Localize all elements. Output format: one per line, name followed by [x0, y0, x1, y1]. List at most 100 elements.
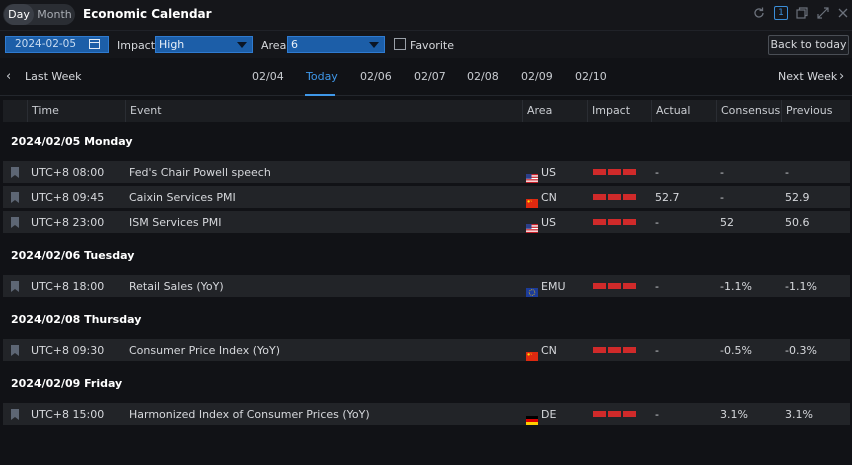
event-actual: -: [655, 408, 659, 421]
table-row[interactable]: UTC+8 09:30 Consumer Price Index (YoY) CN -…: [3, 339, 850, 362]
event-consensus: -0.5%: [720, 344, 752, 357]
area-select-value: 6: [291, 38, 298, 51]
impact-bar: [608, 219, 621, 225]
impact-bar: [623, 219, 636, 225]
date-group-title: 2024/02/09 Friday: [11, 377, 123, 390]
chevron-left-icon[interactable]: ‹: [6, 69, 12, 84]
filter-bar: 2024-02-05 Impact High Area 6 Favorite B…: [0, 30, 852, 58]
last-week-button[interactable]: Last Week: [25, 70, 82, 83]
table-row[interactable]: UTC+8 15:00 Harmonized Index of Consumer …: [3, 403, 850, 426]
day-view-button[interactable]: Day: [4, 4, 34, 25]
day-tab-0210[interactable]: 02/10: [575, 70, 607, 83]
area-code: EMU: [541, 280, 566, 293]
impact-bar: [608, 347, 621, 353]
area-code: US: [541, 216, 557, 229]
chevron-down-icon: [237, 42, 247, 48]
chevron-right-icon[interactable]: ›: [839, 69, 845, 84]
day-tab-0206[interactable]: 02/06: [360, 70, 392, 83]
area-label: Area: [261, 39, 287, 52]
event-area: US: [522, 161, 587, 184]
event-previous: -1.1%: [785, 280, 817, 293]
impact-select-value: High: [159, 38, 185, 51]
chevron-down-icon: [369, 42, 379, 48]
favorite-label: Favorite: [410, 39, 454, 52]
expand-icon[interactable]: [816, 6, 830, 20]
impact-bar: [593, 194, 606, 200]
table-row[interactable]: UTC+8 09:45 Caixin Services PMI CN 52.7 - 52.…: [3, 186, 850, 209]
event-actual: 52.7: [655, 191, 680, 204]
event-area: US: [522, 211, 587, 234]
event-time: UTC+8 23:00: [31, 216, 105, 229]
event-consensus: 3.1%: [720, 408, 748, 421]
bookmark-icon[interactable]: [11, 409, 19, 420]
bookmark-icon[interactable]: [11, 192, 19, 203]
area-code: CN: [541, 191, 557, 204]
flag-emu-icon: [526, 282, 538, 297]
impact-indicator: [587, 339, 651, 362]
app-title: Economic Calendar: [83, 7, 212, 21]
table-row[interactable]: UTC+8 08:00 Fed's Chair Powell speech US - -…: [3, 161, 850, 184]
area-select[interactable]: 6: [287, 36, 385, 53]
event-time: UTC+8 15:00: [31, 408, 105, 421]
event-consensus: -1.1%: [720, 280, 752, 293]
bookmark-icon[interactable]: [11, 217, 19, 228]
impact-indicator: [587, 403, 651, 426]
event-time: UTC+8 08:00: [31, 166, 105, 179]
bookmark-icon[interactable]: [11, 167, 19, 178]
date-picker-input[interactable]: 2024-02-05: [5, 36, 109, 53]
date-group-title: 2024/02/08 Thursday: [11, 313, 142, 326]
flag-de-icon: [526, 410, 538, 425]
day-tab-today[interactable]: Today: [306, 70, 338, 83]
day-tab-0207[interactable]: 02/07: [414, 70, 446, 83]
close-icon[interactable]: [836, 6, 850, 20]
header-bookmark-col: [3, 100, 27, 122]
flag-us-icon: [526, 168, 538, 183]
impact-bar: [623, 411, 636, 417]
header-previous: Previous: [781, 100, 850, 122]
date-group-header: 2024/02/09 Friday: [3, 364, 850, 403]
event-name: Fed's Chair Powell speech: [129, 166, 271, 179]
impact-bar: [623, 194, 636, 200]
event-name: Retail Sales (YoY): [129, 280, 224, 293]
event-consensus: -: [720, 191, 724, 204]
impact-bar: [623, 283, 636, 289]
impact-indicator: [587, 161, 651, 184]
day-tab-0208[interactable]: 02/08: [467, 70, 499, 83]
header-time: Time: [27, 100, 125, 122]
flag-cn-icon: [526, 193, 538, 208]
event-name: ISM Services PMI: [129, 216, 222, 229]
restore-icon[interactable]: [795, 6, 809, 20]
event-previous: -: [785, 166, 789, 179]
back-to-today-button[interactable]: Back to today: [768, 35, 849, 55]
event-actual: -: [655, 280, 659, 293]
day-tab-0209[interactable]: 02/09: [521, 70, 553, 83]
refresh-icon[interactable]: [752, 6, 766, 20]
date-group-header: 2024/02/06 Tuesday: [3, 236, 850, 275]
window-badge-icon[interactable]: 1: [774, 6, 788, 20]
event-actual: -: [655, 344, 659, 357]
table-header: Time Event Area Impact Actual Consensus …: [3, 100, 850, 122]
month-view-button[interactable]: Month: [37, 8, 72, 21]
impact-label: Impact: [117, 39, 156, 52]
calendar-icon[interactable]: [89, 39, 100, 49]
event-actual: -: [655, 216, 659, 229]
impact-select[interactable]: High: [155, 36, 253, 53]
day-tab-0204[interactable]: 02/04: [252, 70, 284, 83]
impact-indicator: [587, 211, 651, 234]
header-impact: Impact: [587, 100, 651, 122]
table-row[interactable]: UTC+8 18:00 Retail Sales (YoY) EMU - -1.1% -1…: [3, 275, 850, 298]
header-actual: Actual: [651, 100, 716, 122]
header-event: Event: [125, 100, 522, 122]
table-row[interactable]: UTC+8 23:00 ISM Services PMI US - 52 50.6: [3, 211, 850, 234]
next-week-button[interactable]: Next Week: [778, 70, 838, 83]
bookmark-icon[interactable]: [11, 345, 19, 356]
area-code: US: [541, 166, 557, 179]
header-area: Area: [522, 100, 587, 122]
bookmark-icon[interactable]: [11, 281, 19, 292]
event-actual: -: [655, 166, 659, 179]
favorite-checkbox[interactable]: [394, 38, 406, 50]
event-previous: 52.9: [785, 191, 810, 204]
view-toggle: Day Month: [3, 4, 75, 25]
header-consensus: Consensus: [716, 100, 781, 122]
impact-bar: [608, 411, 621, 417]
